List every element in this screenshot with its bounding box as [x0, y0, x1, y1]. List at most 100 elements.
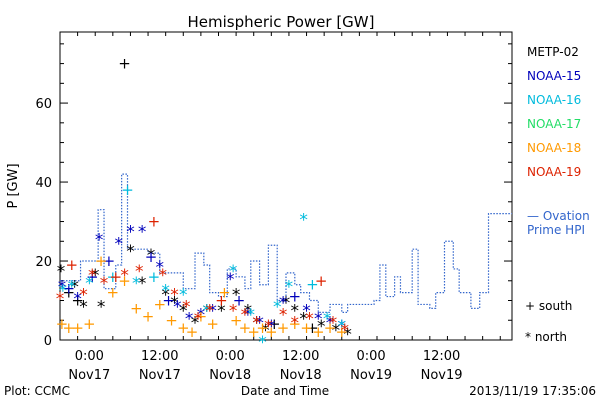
data-point: *: [179, 301, 188, 321]
ovation-hpi-line: [60, 173, 512, 313]
data-point: +: [71, 319, 84, 337]
data-point: *: [229, 301, 238, 321]
legend-item: METP-02: [527, 45, 579, 59]
data-point: *: [182, 297, 191, 317]
data-point: +: [118, 272, 131, 290]
data-point: *: [91, 266, 100, 286]
data-point: +: [118, 55, 131, 73]
data-point: *: [340, 321, 349, 341]
legend-item: NOAA-17: [527, 117, 581, 131]
data-point: *: [126, 242, 135, 262]
data-point: *: [338, 317, 347, 337]
x-tick-date-label: Nov19: [350, 368, 392, 383]
data-point: +: [195, 307, 208, 325]
data-point: +: [103, 252, 116, 270]
data-point: *: [170, 294, 179, 314]
x-tick-date-label: Nov19: [421, 368, 463, 383]
data-point: *: [138, 222, 147, 242]
data-point: *: [138, 274, 147, 294]
y-tick-label: 20: [35, 255, 52, 270]
data-point: *: [279, 294, 288, 314]
data-point: *: [161, 286, 170, 306]
data-point: *: [58, 278, 67, 298]
data-point: +: [186, 323, 199, 341]
data-point: +: [230, 311, 243, 329]
data-point: *: [95, 230, 104, 250]
data-point: +: [218, 284, 231, 302]
data-point: *: [126, 222, 135, 242]
data-point: *: [229, 262, 238, 282]
data-point: +: [277, 319, 290, 337]
data-point: +: [206, 315, 219, 333]
marker-legend: + south * north: [525, 299, 572, 344]
data-point: *: [147, 246, 156, 266]
data-point: *: [252, 313, 261, 333]
data-point: +: [268, 315, 281, 333]
legend-item: NOAA-15: [527, 69, 581, 83]
data-point: *: [158, 266, 167, 286]
x-tick-date-label: Nov18: [280, 368, 322, 383]
data-point: +: [256, 319, 269, 337]
data-point: *: [156, 258, 165, 278]
y-tick-label: 60: [35, 97, 52, 112]
data-point: *: [179, 286, 188, 306]
legend-item: NOAA-19: [527, 165, 581, 179]
data-point: *: [279, 305, 288, 325]
data-point: +: [121, 181, 134, 199]
data-point: *: [317, 317, 326, 337]
data-point: *: [88, 266, 97, 286]
data-point: +: [177, 319, 190, 337]
data-point: *: [232, 286, 241, 306]
marker-legend-item: * north: [525, 330, 567, 344]
x-tick-date-label: Nov18: [209, 368, 251, 383]
data-point: *: [285, 278, 294, 298]
data-point: *: [208, 301, 217, 321]
data-point: *: [85, 274, 94, 294]
x-tick-date-label: Nov17: [68, 368, 110, 383]
data-point: *: [173, 297, 182, 317]
data-point: *: [120, 266, 129, 286]
data-point: +: [289, 315, 302, 333]
ovation-legend-line1: — Ovation: [527, 209, 590, 223]
data-point: +: [289, 288, 302, 306]
x-tick-label: 0:00: [216, 349, 245, 364]
data-point: *: [255, 313, 264, 333]
data-point: *: [338, 317, 347, 337]
data-point: *: [258, 333, 267, 353]
data-point: *: [185, 309, 194, 329]
x-axis-label: Date and Time: [241, 384, 329, 398]
data-point: *: [97, 297, 106, 317]
plot-credit: Plot: CCMC: [4, 384, 70, 398]
data-point: +: [148, 213, 161, 231]
x-tick-label: 0:00: [357, 349, 386, 364]
data-point: *: [282, 294, 291, 314]
x-tick-label: 0:00: [75, 349, 104, 364]
data-point: *: [329, 313, 338, 333]
data-point: *: [299, 309, 308, 329]
data-point: +: [63, 284, 76, 302]
data-point: +: [145, 248, 158, 266]
data-point: +: [300, 319, 313, 337]
ovation-hpi-series: [60, 173, 512, 313]
data-point: +: [239, 319, 252, 337]
data-point: *: [241, 305, 250, 325]
data-point: *: [70, 278, 79, 298]
data-point: *: [59, 282, 68, 302]
data-point: *: [67, 278, 76, 298]
data-point: +: [56, 315, 69, 333]
data-point: +: [95, 252, 108, 270]
data-point: *: [170, 286, 179, 306]
data-point: *: [302, 301, 311, 321]
plot-timestamp: 2013/11/19 17:35:06: [469, 384, 596, 398]
data-point: *: [194, 309, 203, 329]
data-point: +: [63, 280, 76, 298]
legend-item: NOAA-16: [527, 93, 581, 107]
data-point: +: [265, 323, 278, 341]
data-point: +: [324, 319, 337, 337]
data-point: *: [132, 274, 141, 294]
x-axis: 0:00 Nov17 12:00 Nov17 0:00 Nov18 12:00 Nov18 0:…: [59, 32, 501, 383]
data-point: *: [73, 290, 82, 310]
data-points: *+**+**+**** * *** **** *+* * *+* * **+*+*+** *+*…: [56, 55, 352, 353]
y-tick-label: 40: [35, 176, 52, 191]
data-point: *: [226, 270, 235, 290]
